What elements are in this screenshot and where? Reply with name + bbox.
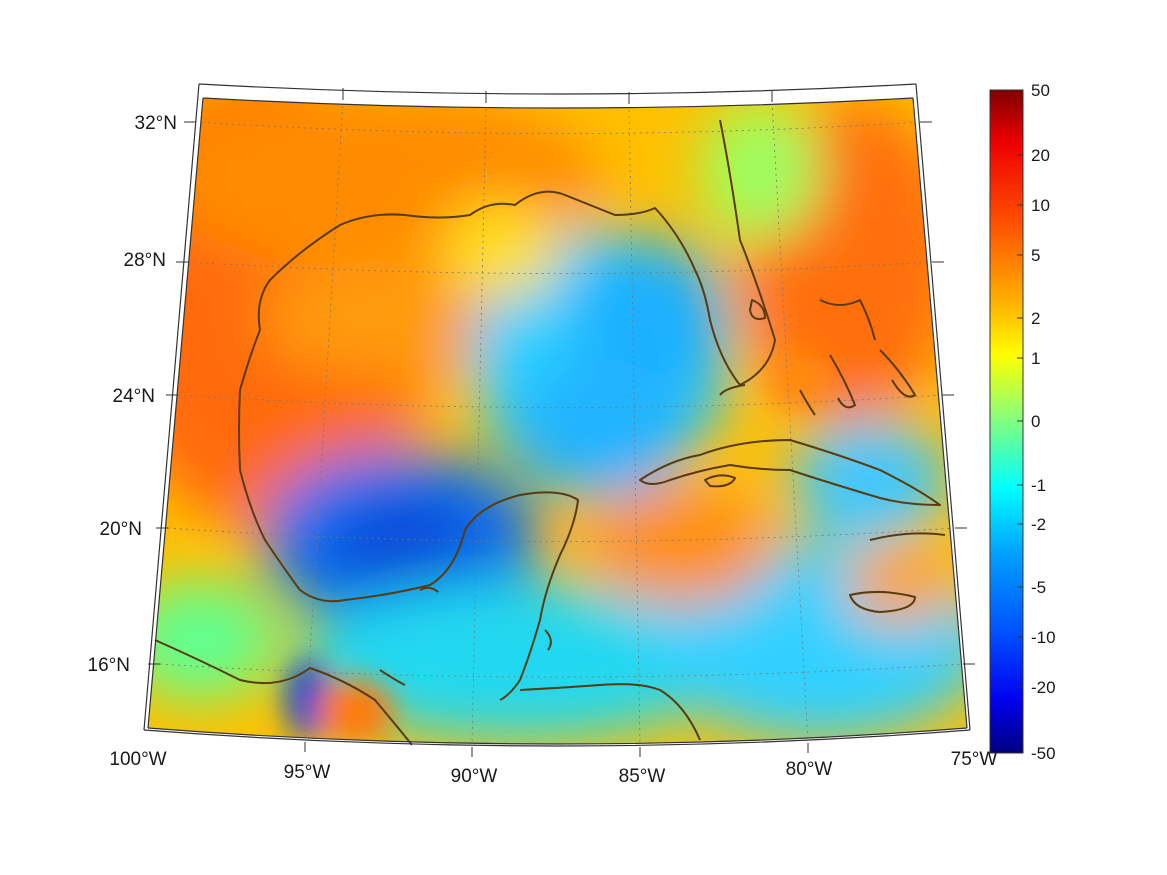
colorbar-tick-20: 20 (1031, 146, 1050, 165)
colorbar-tick-neg1: -1 (1031, 476, 1046, 495)
colorbar-tick-neg2: -2 (1031, 515, 1046, 534)
longitude-labels: 100°W 95°W 90°W 85°W 80°W 75°W (109, 749, 997, 787)
lat-label-16n: 16°N (88, 655, 130, 676)
colorbar-tick-neg20: -20 (1031, 678, 1056, 697)
axis-ticks (148, 88, 975, 757)
colorbar-tick-1: 1 (1031, 349, 1040, 368)
data-field (148, 98, 967, 744)
colorbar-tick-50: 50 (1031, 81, 1050, 100)
lat-label-28n: 28°N (124, 250, 166, 271)
colorbar: 50 20 10 5 2 1 0 -1 -2 -5 -10 -20 -50 (989, 81, 1056, 763)
colorbar-tick-10: 10 (1031, 196, 1050, 215)
colorbar-tick-neg5: -5 (1031, 578, 1046, 597)
lat-label-20n: 20°N (100, 519, 142, 540)
coastlines (154, 119, 946, 746)
lon-label-85w: 85°W (619, 766, 666, 787)
lat-label-24n: 24°N (113, 386, 155, 407)
lon-label-100w: 100°W (109, 749, 166, 770)
map-frame (143, 83, 971, 747)
colorbar-tick-0: 0 (1031, 412, 1040, 431)
colorbar-tick-neg10: -10 (1031, 628, 1056, 647)
colorbar-tick-2: 2 (1031, 309, 1040, 328)
lon-label-80w: 80°W (786, 759, 833, 780)
graticule (159, 99, 964, 744)
lon-label-95w: 95°W (284, 762, 331, 783)
lon-label-90w: 90°W (451, 766, 498, 787)
colorbar-tick-neg50: -50 (1031, 744, 1056, 763)
latitude-labels: 16°N 20°N 24°N 28°N 32°N (88, 113, 177, 676)
colorbar-tick-5: 5 (1031, 246, 1040, 265)
lon-label-75w: 75°W (951, 749, 998, 770)
lat-label-32n: 32°N (135, 113, 177, 134)
